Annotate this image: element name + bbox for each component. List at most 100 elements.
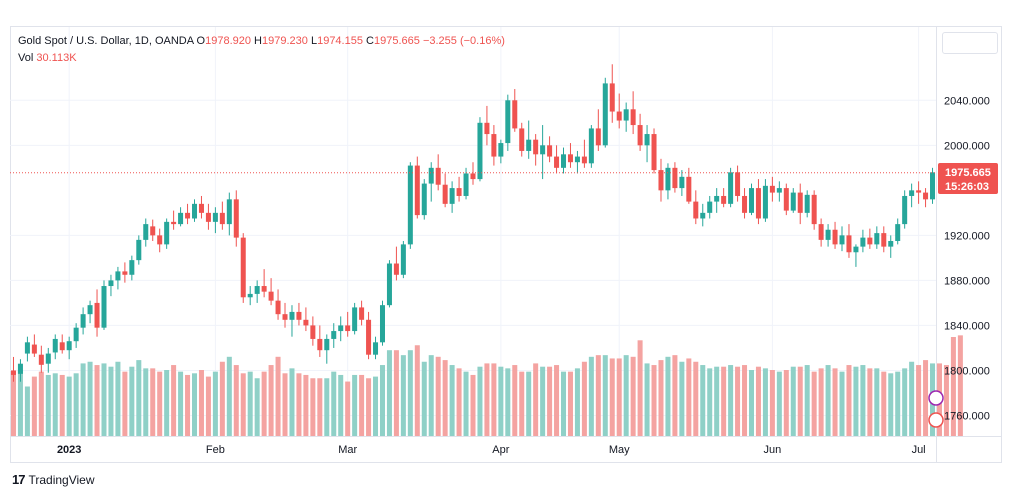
volume-bar	[783, 370, 789, 436]
candle-body	[909, 190, 915, 196]
volume-bar	[129, 366, 135, 436]
price-scale-settings-button[interactable]	[942, 32, 998, 54]
candle-body	[470, 173, 476, 180]
candle-body	[902, 195, 908, 225]
volume-bar	[233, 365, 239, 436]
volume-bar	[352, 374, 358, 436]
volume-bar	[916, 365, 922, 436]
price-tick-label: 1760.000	[944, 410, 990, 422]
volume-bar	[533, 363, 539, 436]
ohlc-legend: Gold Spot / U.S. Dollar, 1D, OANDA O1978…	[18, 35, 505, 47]
candle-body	[811, 194, 817, 225]
volume-bar	[317, 378, 323, 436]
volume-bar	[136, 360, 142, 436]
time-axis[interactable]: 2023 Feb Mar Apr May Jun Jul	[10, 27, 1002, 462]
volume-bars	[10, 335, 963, 436]
candle-body	[247, 293, 253, 298]
candle-body	[122, 271, 128, 275]
volume-bar	[637, 340, 643, 436]
volume-bar	[700, 365, 706, 436]
candle-body	[728, 172, 734, 204]
volume-bar	[115, 361, 121, 436]
candle-body	[303, 319, 309, 326]
candle-body	[923, 192, 929, 200]
candle-body	[783, 188, 789, 211]
volume-bar	[895, 371, 901, 436]
candle-body	[373, 342, 379, 355]
volume-bar	[790, 366, 796, 436]
volume-bar	[616, 358, 622, 436]
volume-bar	[157, 371, 163, 436]
volume-bar	[561, 371, 567, 436]
volume-bar	[456, 368, 462, 436]
candle-body	[164, 221, 170, 245]
candle-body	[191, 203, 198, 219]
candle-body	[393, 263, 399, 275]
candle-body	[498, 143, 504, 157]
candle-body	[693, 201, 699, 219]
volume-bar	[477, 366, 483, 436]
volume-bar	[595, 355, 601, 436]
volume-bar	[874, 368, 880, 436]
candle-body	[359, 307, 365, 320]
volume-bar	[282, 373, 288, 436]
candle-body	[686, 176, 692, 202]
candle-body	[240, 237, 246, 298]
volume-bar	[526, 371, 532, 436]
earnings-marker-icon[interactable]	[928, 412, 944, 428]
volume-bar	[491, 363, 497, 436]
candle-body	[742, 195, 748, 213]
candle-body	[157, 235, 163, 245]
volume-bar	[818, 368, 824, 436]
brand-name: TradingView	[28, 472, 95, 487]
volume-bar	[609, 358, 615, 436]
volume-bar	[665, 356, 671, 436]
candle-body	[45, 353, 51, 364]
symbol-title[interactable]: Gold Spot / U.S. Dollar, 1D, OANDA	[18, 35, 194, 47]
candle-body	[178, 212, 184, 225]
bar-countdown: 15:26:03	[945, 181, 989, 193]
event-markers[interactable]	[928, 390, 944, 428]
candle-body	[776, 188, 782, 193]
volume-bar	[888, 373, 894, 436]
volume-bar	[449, 365, 455, 436]
candle-body	[171, 221, 177, 225]
volume-bar	[407, 350, 413, 436]
price-tick-label: 1800.000	[944, 365, 990, 377]
branding[interactable]: 17 TradingView	[12, 472, 95, 487]
candle-body	[825, 229, 831, 240]
volume-bar	[957, 335, 963, 436]
volume-key: Vol	[18, 52, 34, 64]
dividend-marker-icon[interactable]	[928, 390, 944, 406]
volume-bar	[463, 371, 469, 436]
candle-body	[714, 195, 720, 202]
volume-bar	[846, 365, 852, 436]
candle-body	[762, 185, 768, 219]
candle-body	[477, 122, 483, 180]
price-axis[interactable]: 2040.000 2000.000 1920.000 1880.000 1840.000…	[944, 95, 990, 422]
candle-body	[526, 139, 532, 151]
candle-body	[769, 185, 775, 193]
candle-body	[623, 109, 629, 121]
last-price-tag-bg	[938, 163, 998, 194]
volume-bar	[191, 373, 198, 436]
volume-bar	[686, 358, 692, 436]
volume-bar	[240, 373, 246, 436]
price-tick-label: 1880.000	[944, 275, 990, 287]
volume-bar	[755, 366, 761, 436]
candle-body	[324, 338, 330, 351]
candle-body	[658, 170, 664, 191]
volume-bar	[324, 378, 330, 436]
volume-bar	[38, 371, 44, 436]
candle-body	[547, 145, 553, 157]
candle-body	[588, 128, 594, 164]
high-key: H	[254, 35, 262, 47]
candle-body	[491, 134, 497, 157]
candle-body	[881, 233, 887, 247]
high-value: 1979.230	[262, 35, 308, 47]
volume-bar	[379, 365, 385, 436]
volume-bar	[923, 360, 929, 436]
low-value: 1974.155	[317, 35, 363, 47]
candle-body	[867, 237, 873, 245]
